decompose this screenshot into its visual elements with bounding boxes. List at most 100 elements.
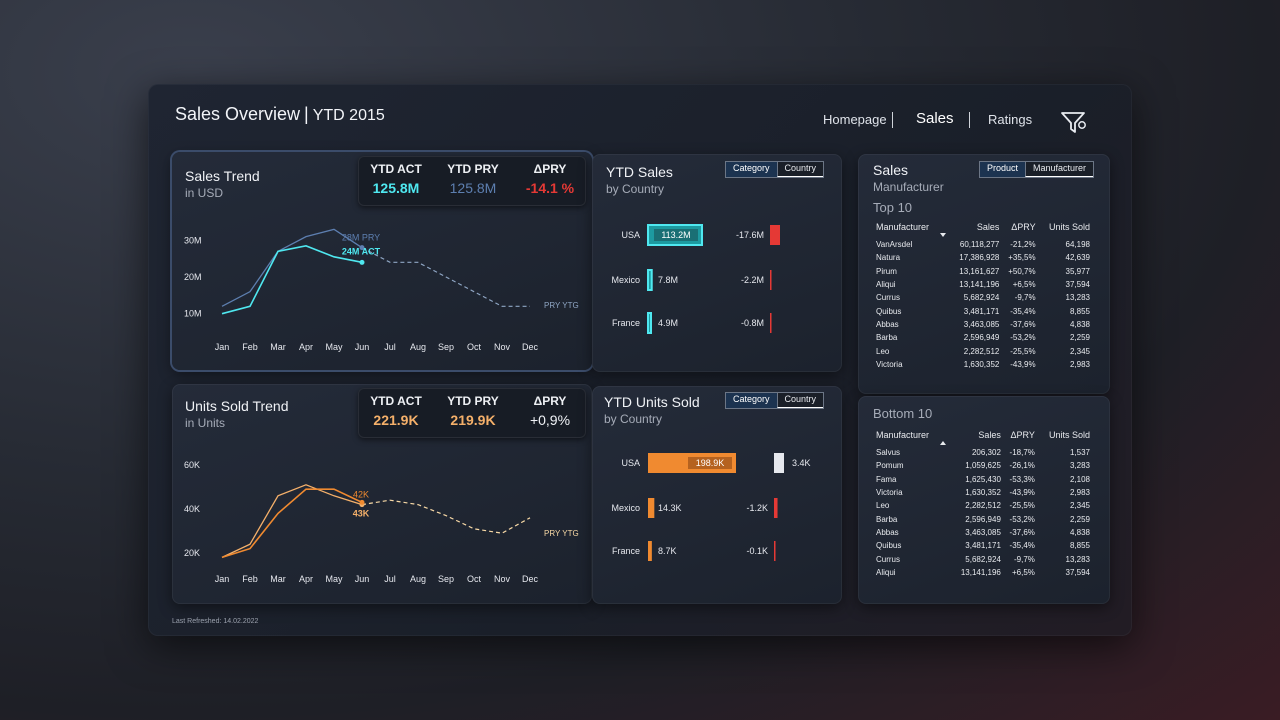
table-row[interactable]: Leo 2,282,512 -25,5% 2,345	[876, 499, 1090, 512]
table-row[interactable]: Currus 5,682,924 -9,7% 13,283	[876, 291, 1090, 304]
toggle-country[interactable]: Country	[776, 162, 824, 177]
kpi-label: YTD ACT	[370, 394, 422, 408]
pry-point	[359, 245, 365, 251]
toggle-category[interactable]: Category	[726, 393, 777, 408]
table-row[interactable]: Pirum 13,161,627 +50,7% 35,977	[876, 265, 1090, 278]
title-separator: |	[304, 104, 309, 124]
table-cell: 13,283	[1065, 293, 1090, 303]
table-cell: Barba	[876, 333, 898, 343]
table-row[interactable]: Abbas 3,463,085 -37,6% 4,838	[876, 526, 1090, 539]
table-row[interactable]: Barba 2,596,949 -53,2% 2,259	[876, 512, 1090, 525]
table-row[interactable]: Quibus 3,481,171 -35,4% 8,855	[876, 539, 1090, 552]
x-tick-label: Mar	[270, 574, 286, 584]
table-cell: -25,5%	[1010, 346, 1036, 356]
x-tick-label: Apr	[299, 342, 313, 352]
top10-table: Manufacturer Sales ΔPRY Units Sold VanAr…	[876, 222, 1090, 371]
sort-asc-icon[interactable]	[940, 441, 948, 447]
sales-trend-subtitle: in USD	[185, 186, 224, 200]
table-cell: 8,855	[1069, 306, 1090, 316]
column-header[interactable]: Sales	[978, 430, 1001, 440]
act-bar-label: 198.9K	[696, 458, 725, 468]
y-tick-label: 60K	[184, 460, 200, 470]
country-label: USA	[621, 458, 640, 468]
ytd-units-toggle: Category Country	[725, 392, 825, 409]
act-bar-label: 7.8M	[658, 275, 678, 285]
bottom10-title: Bottom 10	[873, 406, 933, 421]
table-cell: 2,259	[1069, 333, 1090, 343]
table-row[interactable]: Barba 2,596,949 -53,2% 2,259	[876, 331, 1090, 344]
sort-desc-icon[interactable]	[940, 233, 948, 239]
sales-trend-title: Sales Trend	[185, 168, 260, 184]
table-cell: 13,283	[1065, 554, 1090, 564]
table-row[interactable]: Pomum 1,059,625 -26,1% 3,283	[876, 459, 1090, 472]
table-row[interactable]: Fama 1,625,430 -53,3% 2,108	[876, 473, 1090, 486]
table-row[interactable]: VanArsdel 60,118,277 -21,2% 64,198	[876, 238, 1090, 251]
act-bar	[648, 541, 652, 561]
x-tick-label: Dec	[522, 342, 539, 352]
column-header[interactable]: Units Sold	[1048, 430, 1090, 440]
kpi-ytd-act: 221.9K	[373, 412, 419, 428]
table-cell: -25,5%	[1009, 501, 1035, 511]
table-cell: -37,6%	[1009, 527, 1035, 537]
toggle-product[interactable]: Product	[980, 162, 1026, 177]
x-tick-label: Mar	[270, 342, 286, 352]
nav-sales[interactable]: Sales	[916, 110, 954, 127]
country-label: France	[612, 318, 640, 328]
delta-label: -0.1K	[746, 546, 768, 556]
delta-label: -2.2M	[741, 275, 764, 285]
sales-trend-card[interactable]: Sales Trend in USD YTD ACT YTD PRY ΔPRY …	[172, 152, 592, 370]
column-header[interactable]: ΔPRY	[1010, 430, 1035, 440]
act-line	[221, 488, 363, 559]
nav-ratings[interactable]: Ratings	[988, 112, 1033, 127]
table-row[interactable]: Victoria 1,630,352 -43,9% 2,983	[876, 486, 1090, 499]
toggle-manufacturer[interactable]: Manufacturer	[1025, 162, 1094, 177]
column-header[interactable]: Manufacturer	[876, 222, 930, 232]
toggle-category[interactable]: Category	[726, 162, 777, 177]
country-label: Mexico	[611, 503, 640, 513]
table-cell: Barba	[876, 514, 898, 524]
table-row[interactable]: Quibus 3,481,171 -35,4% 8,855	[876, 304, 1090, 317]
column-header[interactable]: Manufacturer	[876, 430, 930, 440]
pry-ytg-line	[361, 247, 530, 307]
table-cell: 3,481,171	[963, 306, 1000, 316]
act-point	[359, 259, 365, 265]
ytd-sales-toggle: Category Country	[725, 161, 825, 178]
delta-bar	[770, 225, 780, 245]
act-annotation: 43K	[353, 508, 370, 518]
x-tick-label: Jul	[384, 342, 396, 352]
table-cell: Aliqui	[876, 280, 896, 290]
delta-label: -17.6M	[736, 230, 764, 240]
table-row[interactable]: Natura 17,386,928 +35,5% 42,639	[876, 251, 1090, 264]
act-point	[359, 499, 365, 505]
bar-label-bg	[688, 457, 732, 469]
table-row[interactable]: Abbas 3,463,085 -37,6% 4,838	[876, 318, 1090, 331]
delta-label: -0.8M	[741, 318, 764, 328]
column-header[interactable]: ΔPRY	[1011, 222, 1036, 232]
table-row[interactable]: Victoria 1,630,352 -43,9% 2,983	[876, 358, 1090, 371]
table-cell: Victoria	[876, 488, 903, 498]
table-row[interactable]: Currus 5,682,924 -9,7% 13,283	[876, 552, 1090, 565]
act-annotation: 24M ACT	[342, 246, 381, 256]
table-cell: Pirum	[876, 266, 897, 276]
x-tick-label: Sep	[438, 574, 454, 584]
nav-homepage[interactable]: Homepage	[823, 112, 887, 127]
act-bar	[648, 498, 655, 518]
column-header[interactable]: Units Sold	[1048, 222, 1090, 232]
act-bar	[647, 269, 653, 291]
table-row[interactable]: Aliqui 13,141,196 +6,5% 37,594	[876, 278, 1090, 291]
kpi-label: YTD PRY	[447, 394, 499, 408]
table-cell: +35,5%	[1008, 253, 1036, 263]
page-title-text: Sales Overview	[175, 104, 301, 124]
x-tick-label: Apr	[299, 574, 313, 584]
kpi-ytd-pry: 219.9K	[450, 412, 496, 428]
table-row[interactable]: Aliqui 13,141,196 +6,5% 37,594	[876, 566, 1090, 579]
column-header[interactable]: Sales	[976, 222, 1000, 232]
table-cell: Salvus	[876, 448, 901, 458]
table-row[interactable]: Leo 2,282,512 -25,5% 2,345	[876, 344, 1090, 357]
x-tick-label: May	[325, 342, 343, 352]
table-row[interactable]: Salvus 206,302 -18,7% 1,537	[876, 446, 1090, 459]
filter-icon[interactable]	[1060, 110, 1088, 136]
table-cell: Natura	[876, 253, 901, 263]
toggle-country[interactable]: Country	[776, 393, 824, 408]
table-cell: 1,059,625	[965, 461, 1001, 471]
